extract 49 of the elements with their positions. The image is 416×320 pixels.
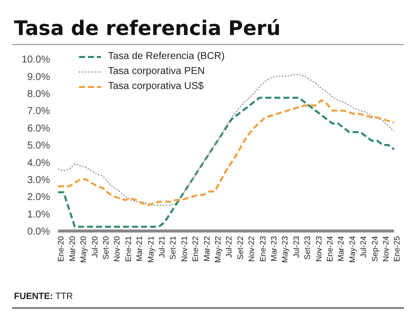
x-tick-label: May-24 [348, 235, 357, 263]
x-tick-label: Nov-23 [314, 235, 324, 262]
x-tick-label: Ene-23 [258, 235, 268, 262]
x-tick-label: Mar-24 [336, 235, 346, 262]
source-note: FUENTE: TTR [13, 290, 74, 301]
x-tick-label: Sep-24 [370, 235, 380, 262]
x-tick-label: Set-21 [168, 235, 178, 260]
y-tick-label: 8.0% [27, 88, 50, 100]
legend-label: Tasa corporativa US$ [108, 80, 204, 94]
x-tick-label: Jul-23 [292, 235, 301, 258]
y-tick-label: 1.0% [27, 209, 50, 220]
x-tick-label: Set-23 [303, 235, 312, 260]
y-tick-label: 9.0% [27, 72, 50, 83]
x-tick-label: May-20 [79, 235, 88, 263]
y-tick-label: 0.0% [27, 226, 50, 238]
x-tick-label: Mar-21 [135, 235, 144, 262]
x-tick-label: Nov-20 [112, 235, 122, 262]
x-tick-label: Mar-20 [68, 235, 77, 262]
x-tick-label: Set-20 [101, 235, 110, 260]
y-tick-label: 6.0% [27, 123, 50, 134]
x-tick-label: Jul-20 [90, 235, 100, 258]
chart-title: Tasa de referencia Perú [13, 15, 282, 42]
y-tick-label: 7.0% [27, 106, 50, 118]
x-tick-label: Mar-22 [202, 235, 212, 262]
y-tick-label: 5.0% [27, 140, 50, 152]
x-tick-label: May-23 [280, 235, 290, 263]
y-tick-label: 2.0% [27, 192, 50, 204]
legend-label: Tasa de Referencia (BCR) [108, 50, 225, 64]
line-series [57, 99, 395, 206]
x-tick-label: Set-22 [236, 235, 245, 260]
x-tick-label: May-22 [213, 235, 222, 263]
x-tick-label: Ene-25 [392, 235, 402, 262]
x-tick-label: Ene-24 [325, 235, 334, 262]
y-tick-label: 3.0% [27, 174, 50, 186]
legend-label: Tasa corporativa PEN [108, 65, 205, 79]
x-tick-label: May-21 [146, 235, 156, 263]
x-tick-label: Ene-22 [191, 235, 200, 262]
x-tick-label: Jul-21 [157, 235, 166, 258]
x-tick-label: Nov-24 [381, 235, 390, 262]
x-tick-label: Jul-24 [359, 235, 368, 258]
y-tick-label: 4.0% [27, 158, 50, 169]
x-tick-label: Ene-21 [124, 235, 133, 262]
y-tick-label: 10.0% [22, 54, 50, 66]
x-tick-label: Ene-20 [56, 235, 66, 262]
x-tick-label: Mar-23 [269, 235, 278, 262]
line-series [57, 96, 395, 228]
x-tick-label: Nov-21 [180, 235, 189, 262]
x-tick-label: Jul-22 [224, 235, 234, 258]
x-tick-label: Nov-22 [247, 235, 256, 262]
